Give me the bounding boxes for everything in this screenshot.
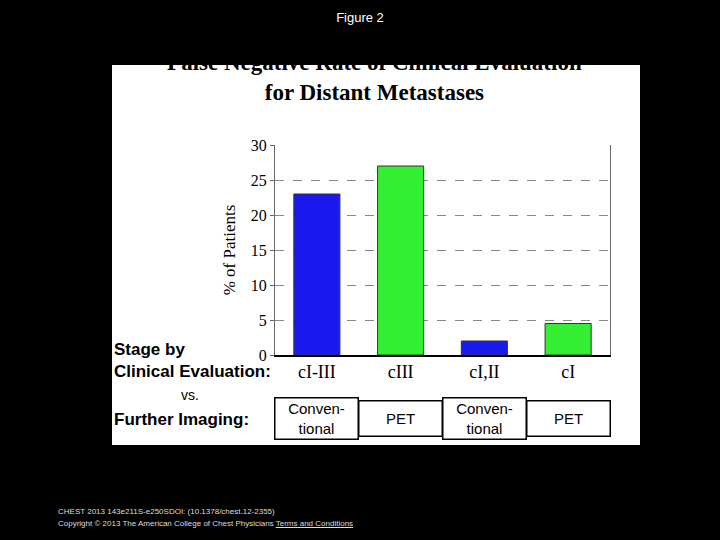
svg-text:Further Imaging:: Further Imaging: (114, 410, 249, 429)
svg-text:0: 0 (259, 347, 267, 364)
svg-text:PET: PET (386, 410, 415, 427)
svg-text:Stage byClinical Evaluation:: Stage byClinical Evaluation: (114, 340, 271, 381)
svg-text:vs.: vs. (181, 387, 199, 403)
html-text:CHEST 2013 143e211S-e250SDOI:: CHEST 2013 143e211S-e250SDOI: (10.1378/c… (58, 507, 275, 516)
svg-text:% of Patients: % of Patients (220, 205, 239, 296)
svg-text:cI: cI (561, 362, 575, 382)
svg-text:cIII: cIII (388, 362, 414, 382)
html-text:Copyright © 2013 The American: Copyright © 2013 The American College of… (58, 519, 354, 528)
svg-text:25: 25 (251, 172, 267, 189)
svg-text:cI-III: cI-III (298, 362, 336, 382)
svg-text:Conven-tional: Conven-tional (288, 402, 345, 436)
svg-text:15: 15 (251, 242, 267, 259)
svg-text:PET: PET (554, 410, 583, 427)
svg-text:5: 5 (259, 312, 267, 329)
svg-text:20: 20 (251, 207, 267, 224)
svg-text:False Negative Rate of Clinica: False Negative Rate of Clinical Evaluati… (167, 50, 582, 105)
svg-text:cI,II: cI,II (469, 362, 499, 382)
svg-text:30: 30 (251, 137, 267, 154)
svg-text:Conven-tional: Conven-tional (456, 402, 513, 436)
html-text:Figure 2: Figure 2 (336, 10, 384, 25)
svg-text:10: 10 (251, 277, 267, 294)
